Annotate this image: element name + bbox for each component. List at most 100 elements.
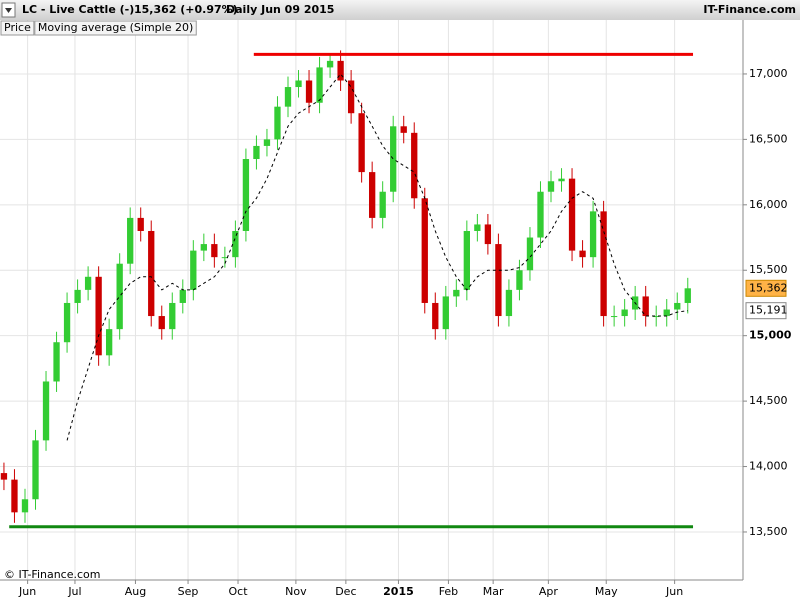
legend-box bbox=[0, 20, 35, 36]
candle-body bbox=[200, 244, 207, 251]
moving-average-line bbox=[66, 73, 688, 441]
x-tick-label: Feb bbox=[439, 585, 458, 598]
last-ma-label: 15,191 bbox=[749, 304, 788, 317]
candle-body bbox=[411, 132, 418, 199]
candle-body bbox=[295, 80, 302, 88]
candle-body bbox=[516, 270, 523, 290]
candle-body bbox=[105, 329, 113, 356]
candle-body bbox=[621, 309, 628, 317]
last-ma-box bbox=[745, 302, 787, 320]
candle-body bbox=[442, 296, 449, 330]
x-tick-label: Sep bbox=[178, 585, 199, 598]
candle-body bbox=[179, 289, 186, 303]
x-tick-label: Oct bbox=[229, 585, 249, 598]
x-tick-label: Jun bbox=[665, 585, 683, 598]
legend-entry: Moving average (Simple 20) bbox=[38, 21, 193, 34]
x-tick-label: May bbox=[595, 585, 618, 598]
legend: Price Moving average (Simple 20) bbox=[0, 20, 197, 36]
menu-arrow bbox=[5, 8, 12, 13]
candle-body bbox=[158, 316, 165, 330]
footer: © IT-Finance.com bbox=[4, 568, 101, 581]
x-tick-label: Aug bbox=[125, 585, 146, 598]
candle-body bbox=[169, 302, 176, 330]
candle-body bbox=[74, 289, 81, 303]
candle-body bbox=[642, 296, 649, 317]
candle-body bbox=[453, 289, 460, 297]
x-tick-label: Apr bbox=[539, 585, 559, 598]
candle-body bbox=[232, 230, 239, 258]
x-tick-label: Mar bbox=[483, 585, 504, 598]
candle-body bbox=[95, 276, 102, 356]
x-tick-label: 2015 bbox=[383, 585, 414, 598]
candle-body bbox=[32, 440, 39, 500]
candle-body bbox=[263, 139, 271, 146]
candle-body bbox=[42, 381, 50, 441]
candle-body bbox=[400, 126, 407, 133]
candle-body bbox=[21, 499, 29, 513]
candle-body bbox=[347, 80, 355, 114]
candle-body bbox=[495, 244, 502, 317]
last-price-label: 15,362 bbox=[749, 281, 788, 294]
y-tick-label: 16,000 bbox=[749, 198, 788, 211]
x-tick-label: Nov bbox=[285, 585, 307, 598]
last-price-box bbox=[745, 279, 787, 297]
candle-body bbox=[116, 263, 123, 330]
candle-body bbox=[390, 126, 397, 192]
candle-body bbox=[127, 217, 134, 264]
change: 15,362 (+0.97%) bbox=[134, 3, 238, 16]
candle-body bbox=[463, 230, 470, 290]
candle-body bbox=[316, 67, 323, 103]
plot bbox=[0, 50, 694, 529]
candle-body bbox=[63, 302, 71, 343]
candle-body bbox=[537, 191, 544, 238]
legend-box bbox=[34, 20, 197, 36]
candle-body bbox=[432, 302, 439, 330]
candle-body bbox=[211, 244, 218, 258]
candle-body bbox=[379, 191, 386, 218]
axes: 13,500 14,000 14,500 15,000 15,500 16,000 16,5… bbox=[18, 67, 792, 598]
candle-body bbox=[242, 159, 250, 231]
candle-body bbox=[684, 288, 691, 303]
candle-body bbox=[474, 224, 481, 231]
y-tick-label: 16,500 bbox=[749, 132, 788, 145]
y-tick-label: 14,000 bbox=[749, 460, 788, 473]
candle-body bbox=[274, 106, 281, 140]
candle-body bbox=[84, 276, 92, 290]
brand: IT-Finance.com bbox=[703, 3, 796, 16]
candle-body bbox=[547, 181, 555, 192]
candle-body bbox=[568, 178, 576, 251]
y-tick-label: 14,500 bbox=[749, 394, 788, 407]
candle-body bbox=[369, 172, 376, 218]
candle-body bbox=[53, 342, 60, 382]
candle-body bbox=[148, 230, 155, 317]
candle-body bbox=[421, 198, 428, 303]
candle-body bbox=[653, 316, 660, 318]
candle-body bbox=[484, 224, 492, 245]
period: Daily Jun 09 2015 bbox=[226, 3, 334, 16]
candle-body bbox=[337, 60, 344, 81]
x-axis-area bbox=[0, 580, 743, 600]
candle-body bbox=[505, 289, 513, 317]
candle-body bbox=[558, 178, 565, 182]
legend-entry: Price bbox=[4, 21, 31, 34]
candle-body bbox=[526, 237, 534, 271]
symbol: LC - Live Cattle (-) bbox=[22, 3, 134, 16]
candle-body bbox=[358, 113, 365, 173]
y-tick-label: 13,500 bbox=[749, 525, 788, 538]
candle-body bbox=[579, 250, 586, 258]
candle-body bbox=[589, 211, 597, 258]
candle-body bbox=[305, 80, 313, 103]
candle-body bbox=[610, 316, 618, 318]
x-tick-label: Jul bbox=[67, 585, 81, 598]
x-tick-label: Jun bbox=[18, 585, 36, 598]
candle-body bbox=[221, 257, 229, 259]
candle-body bbox=[253, 145, 260, 160]
candle-body bbox=[11, 479, 18, 513]
candle-body bbox=[326, 60, 334, 68]
x-tick-label: Dec bbox=[335, 585, 356, 598]
candle-body bbox=[137, 217, 144, 231]
y-tick-label: 17,000 bbox=[749, 67, 788, 80]
candle-body bbox=[0, 473, 8, 480]
candle-body bbox=[190, 250, 197, 290]
